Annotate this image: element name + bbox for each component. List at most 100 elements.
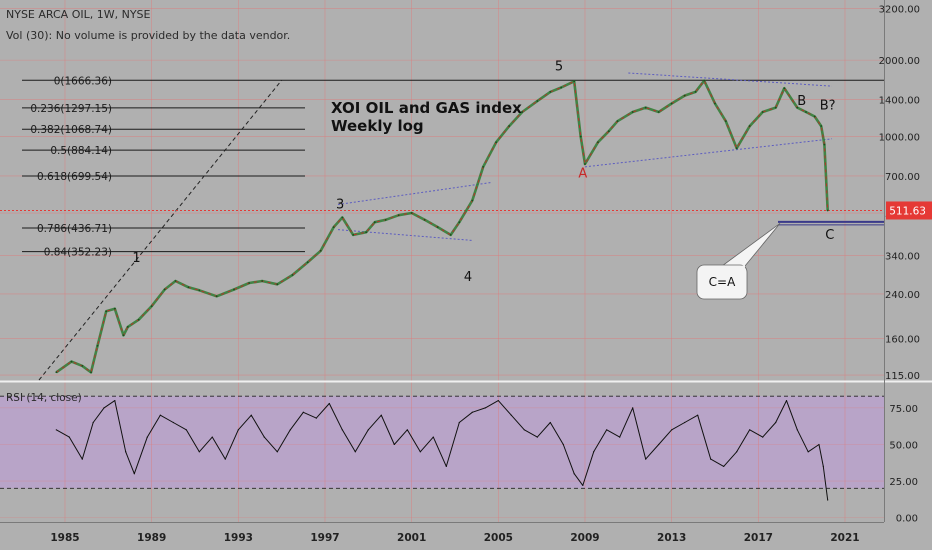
y-tick-7: 1400.00 <box>879 95 920 106</box>
annotation-subtitle: Weekly log <box>331 117 424 135</box>
rsi-point-22 <box>328 402 330 405</box>
price-point-15 <box>215 295 218 298</box>
price-point-26 <box>365 231 368 234</box>
price-point-9 <box>137 318 140 321</box>
rsi-point-62 <box>822 465 824 467</box>
price-point-6 <box>113 307 116 310</box>
price-badge <box>886 201 932 220</box>
price-point-13 <box>187 286 190 289</box>
rsi-point-54 <box>736 451 738 453</box>
rsi-point-18 <box>276 451 278 453</box>
wave-label-6: B? <box>820 98 836 113</box>
price-point-31 <box>423 218 426 221</box>
price-badge-text: 511.63 <box>889 205 926 217</box>
callout-text: C=A <box>709 275 736 289</box>
wave-label-7: C <box>825 228 834 243</box>
wave-label-3: 5 <box>555 60 563 75</box>
rsi-point-21 <box>315 417 317 419</box>
rsi-point-30 <box>432 436 434 438</box>
price-point-28 <box>384 218 387 221</box>
price-point-20 <box>291 274 294 276</box>
rsi-point-37 <box>523 429 525 431</box>
annotation-title: XOI OIL and GAS index <box>331 99 522 117</box>
wave-channel-3 <box>584 138 833 168</box>
y-tick-9: 3200.00 <box>879 4 920 15</box>
rsi-point-56 <box>762 436 764 438</box>
rsi-point-13 <box>211 436 213 438</box>
dashed-trendline <box>38 79 283 381</box>
fib-label-4: 0.618(699.54) <box>37 171 112 183</box>
rsi-point-1 <box>68 436 70 438</box>
price-point-19 <box>276 283 279 286</box>
price-point-7 <box>122 334 125 337</box>
price-point-5 <box>105 310 108 313</box>
price-point-54 <box>694 90 697 93</box>
volume-header: Vol (30): No volume is provided by the d… <box>6 29 291 42</box>
wave-label-5: B <box>797 94 806 109</box>
price-point-14 <box>198 289 201 292</box>
rsi-band <box>0 396 884 489</box>
wave-channel-0 <box>337 181 492 206</box>
rsi-y-tick-3: 75.00 <box>889 404 918 415</box>
rsi-point-41 <box>573 473 575 475</box>
price-point-51 <box>657 111 660 113</box>
price-point-39 <box>521 111 524 113</box>
rsi-point-15 <box>237 429 239 431</box>
rsi-point-12 <box>198 451 200 453</box>
price-point-60 <box>761 111 764 113</box>
rsi-point-32 <box>458 421 460 424</box>
price-point-11 <box>163 288 166 291</box>
price-point-41 <box>549 90 552 93</box>
x-tick-2001: 2001 <box>397 532 426 544</box>
price-point-0 <box>55 371 58 374</box>
price-point-56 <box>714 102 716 105</box>
wave-label-1: 3 <box>336 198 344 213</box>
rsi-point-47 <box>645 458 647 460</box>
y-tick-6: 1000.00 <box>879 133 920 144</box>
y-tick-0: 115.00 <box>885 371 920 382</box>
x-tick-2021: 2021 <box>830 532 859 544</box>
rsi-point-61 <box>818 443 820 446</box>
rsi-point-63 <box>827 499 829 501</box>
wave-label-4: A <box>578 166 587 181</box>
x-tick-1985: 1985 <box>50 532 79 544</box>
price-point-38 <box>508 125 511 127</box>
x-tick-1989: 1989 <box>137 532 166 544</box>
price-point-64 <box>805 111 807 113</box>
price-point-55 <box>703 79 706 82</box>
wave-label-2: 4 <box>464 270 472 285</box>
y-tick-5: 700.00 <box>885 172 920 183</box>
x-tick-2005: 2005 <box>484 532 513 544</box>
rsi-point-2 <box>81 458 83 460</box>
price-point-36 <box>482 165 485 168</box>
rsi-point-19 <box>289 429 291 431</box>
rsi-point-46 <box>632 407 634 409</box>
rsi-point-36 <box>510 414 512 416</box>
rsi-point-33 <box>471 411 473 413</box>
rsi-point-7 <box>133 473 135 475</box>
rsi-point-58 <box>785 399 788 402</box>
price-series-wicks <box>56 80 829 373</box>
price-point-46 <box>597 141 599 144</box>
price-point-40 <box>536 100 539 102</box>
price-point-58 <box>735 147 738 150</box>
rsi-point-45 <box>619 436 621 438</box>
rsi-point-23 <box>341 429 343 431</box>
price-point-62 <box>783 87 786 90</box>
rsi-point-44 <box>606 429 608 431</box>
rsi-point-16 <box>250 414 252 416</box>
y-tick-2: 240.00 <box>885 290 920 301</box>
rsi-point-14 <box>224 458 226 460</box>
price-point-59 <box>748 125 751 127</box>
x-tick-2013: 2013 <box>657 532 686 544</box>
rsi-point-29 <box>419 451 421 453</box>
price-point-24 <box>341 216 344 219</box>
y-tick-3: 340.00 <box>885 252 920 263</box>
price-point-17 <box>248 282 251 284</box>
price-point-67 <box>823 143 826 146</box>
price-point-68 <box>826 209 829 212</box>
fib-label-5: 0.786(436.71) <box>37 223 112 235</box>
rsi-point-20 <box>302 411 304 413</box>
price-series-body <box>55 79 829 374</box>
